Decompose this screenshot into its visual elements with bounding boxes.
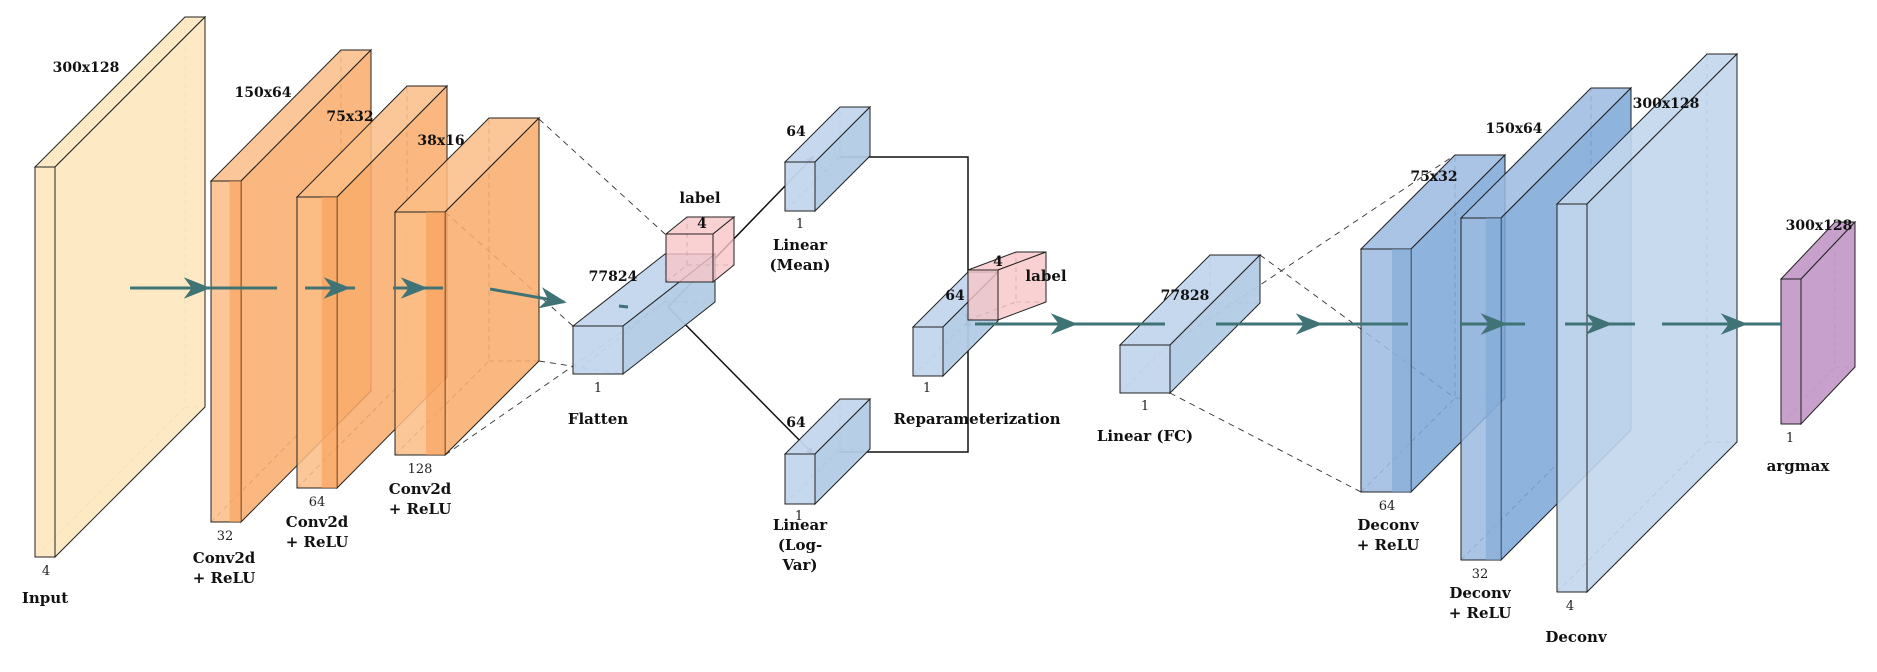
dim-label-mean: 64	[786, 124, 806, 140]
layer-name-conv3: + ReLU	[389, 500, 452, 518]
dim-label-label1: 4	[697, 216, 707, 232]
layer-name-deconv2: + ReLU	[1449, 604, 1512, 622]
depth-label-argmax: 1	[1786, 431, 1794, 446]
layer-name-flatten: Flatten	[568, 410, 628, 428]
dim-label-reparam: 64	[945, 288, 965, 304]
depth-label-conv3: 128	[408, 462, 433, 477]
depth-label-logvar: 1	[795, 509, 803, 524]
layer-name-deconv2: Deconv	[1449, 584, 1512, 602]
depth-label-conv2: 64	[309, 495, 326, 510]
layer-name-fc: Linear (FC)	[1097, 427, 1193, 445]
block-conv3	[393, 116, 541, 457]
block-logvar	[783, 397, 872, 506]
labels: 300x128 4 Input 150x64 32 Conv2d + ReLU 75x32 64…	[22, 60, 1853, 646]
layer-name-conv2: + ReLU	[286, 533, 349, 551]
layer-name-conv1: Conv2d	[193, 549, 256, 567]
proj-fc-deconv-bottom	[1169, 392, 1362, 493]
block-label1	[664, 215, 736, 284]
layer-name-argmax: argmax	[1767, 457, 1831, 475]
depth-label-mean: 1	[796, 217, 804, 232]
dim-label-argmax: 300x128	[1786, 218, 1853, 234]
block-argmax	[1779, 220, 1857, 426]
layer-name-conv2: Conv2d	[286, 513, 349, 531]
layer-name-label1: label	[679, 189, 720, 207]
depth-label-deconv1: 64	[1379, 499, 1396, 514]
layer-name-reparam: Reparameterization	[893, 410, 1060, 428]
proj-conv3-flatten-top	[538, 118, 666, 235]
layer-name-logvar: (Log-	[778, 536, 822, 554]
depth-label-reparam: 1	[923, 381, 931, 396]
dim-label-flatten: 77824	[589, 269, 638, 285]
layer-name-logvar: Var)	[782, 556, 818, 574]
depth-label-flatten: 1	[594, 381, 602, 396]
route-logvar-reparam	[840, 317, 972, 453]
layer-name-deconv1: Deconv	[1357, 516, 1420, 534]
layer-name-deconv1: + ReLU	[1357, 536, 1420, 554]
depth-label-conv1: 32	[217, 529, 234, 544]
dim-label-label2: 4	[993, 254, 1003, 270]
layer-name-mean: Linear	[773, 236, 828, 254]
dim-label-conv1: 150x64	[234, 85, 291, 101]
dim-label-deconv1: 75x32	[1410, 169, 1457, 185]
layer-name-conv1: + ReLU	[193, 569, 256, 587]
layer-name-deconv3: Deconv	[1545, 628, 1608, 646]
depth-label-deconv3: 4	[1566, 599, 1574, 614]
arrow-conv3-flatten	[489, 287, 567, 309]
depth-label-fc: 1	[1141, 399, 1149, 414]
dim-label-deconv3: 300x128	[1633, 96, 1700, 112]
layer-name-logvar: Linear	[773, 516, 828, 534]
depth-label-input: 4	[42, 564, 50, 579]
dim-label-conv3: 38x16	[417, 133, 464, 149]
block-mean	[783, 105, 872, 213]
dim-label-logvar: 64	[786, 415, 806, 431]
layer-name-label2: label	[1025, 267, 1066, 285]
layer-name-conv3: Conv2d	[389, 480, 452, 498]
dim-label-fc: 77828	[1161, 288, 1210, 304]
layer-name-mean: (Mean)	[770, 256, 831, 274]
depth-label-deconv2: 32	[1472, 567, 1489, 582]
arrow-flatten-tail	[618, 304, 629, 309]
dim-label-input: 300x128	[53, 60, 120, 76]
route-to-logvar	[667, 306, 815, 456]
dim-label-deconv2: 150x64	[1485, 121, 1542, 137]
flow-arrows	[130, 277, 1782, 335]
dim-label-conv2: 75x32	[326, 109, 373, 125]
layer-name-input: Input	[22, 589, 68, 607]
block-label2	[967, 251, 1047, 321]
route-mean-reparam	[840, 156, 972, 323]
